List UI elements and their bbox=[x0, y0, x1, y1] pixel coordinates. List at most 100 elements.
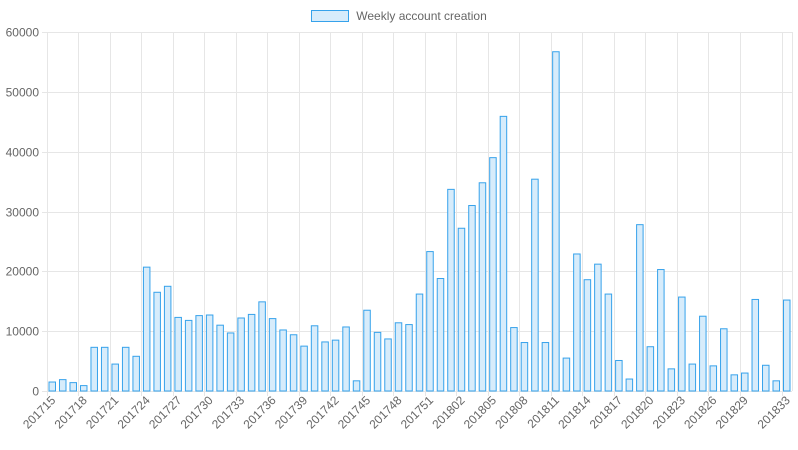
bar-201731[interactable] bbox=[216, 324, 224, 392]
x-tick-label: 201721 bbox=[83, 393, 121, 431]
bar-201739[interactable] bbox=[300, 345, 308, 392]
bar-201821[interactable] bbox=[657, 269, 665, 392]
bar-201727[interactable] bbox=[174, 316, 182, 392]
bars bbox=[48, 51, 791, 392]
bar-201832[interactable] bbox=[772, 380, 781, 392]
bar-201715[interactable] bbox=[48, 381, 56, 392]
bar-201735[interactable] bbox=[258, 301, 266, 392]
bar-201831[interactable] bbox=[762, 364, 770, 392]
bar-201730[interactable] bbox=[205, 314, 214, 392]
bar-201751[interactable] bbox=[426, 251, 434, 392]
x-tick-label: 201820 bbox=[618, 393, 656, 431]
x-tick-label: 201802 bbox=[429, 393, 467, 431]
bar-201824[interactable] bbox=[688, 363, 697, 392]
bar-201720[interactable] bbox=[100, 346, 109, 392]
bar-201752[interactable] bbox=[436, 278, 445, 392]
bar-201825[interactable] bbox=[699, 315, 707, 392]
bar-201816[interactable] bbox=[604, 293, 613, 392]
legend-label[interactable]: Weekly account creation bbox=[356, 9, 487, 23]
x-tick-label: 201736 bbox=[241, 393, 279, 431]
x-tick-label: 201745 bbox=[335, 393, 373, 431]
bar-201728[interactable] bbox=[184, 319, 193, 392]
bar-201740[interactable] bbox=[310, 325, 319, 392]
bar-201733[interactable] bbox=[237, 317, 245, 392]
bar-201722[interactable] bbox=[121, 346, 130, 392]
x-tick-label: 201718 bbox=[52, 393, 90, 431]
y-tick-label: 30000 bbox=[6, 206, 40, 220]
bar-201822[interactable] bbox=[667, 368, 676, 392]
bar-201818[interactable] bbox=[625, 378, 634, 392]
bar-201723[interactable] bbox=[132, 355, 140, 392]
bar-201801[interactable] bbox=[447, 188, 455, 392]
grid-lines bbox=[42, 32, 793, 396]
bar-201833[interactable] bbox=[783, 299, 791, 392]
bar-201746[interactable] bbox=[373, 331, 382, 392]
y-tick-label: 50000 bbox=[6, 86, 40, 100]
bar-201805[interactable] bbox=[489, 157, 497, 392]
bar-201812[interactable] bbox=[562, 357, 571, 392]
bar-201815[interactable] bbox=[594, 263, 602, 392]
y-tick-label: 60000 bbox=[6, 26, 40, 40]
x-tick-label: 201739 bbox=[272, 393, 310, 431]
y-tick-label: 40000 bbox=[6, 146, 40, 160]
bar-201742[interactable] bbox=[331, 339, 340, 392]
bar-201804[interactable] bbox=[478, 182, 487, 392]
x-tick-label: 201814 bbox=[555, 393, 593, 431]
x-tick-label: 201833 bbox=[755, 393, 793, 431]
bar-201734[interactable] bbox=[247, 313, 256, 392]
bar-201813[interactable] bbox=[573, 253, 581, 392]
x-tick-label: 201823 bbox=[650, 393, 688, 431]
bar-201748[interactable] bbox=[394, 322, 403, 392]
x-tick-label: 201808 bbox=[492, 393, 530, 431]
x-tick-label: 201733 bbox=[209, 393, 247, 431]
bar-201750[interactable] bbox=[415, 293, 424, 392]
bar-201819[interactable] bbox=[636, 224, 644, 392]
x-tick-label: 201751 bbox=[398, 393, 436, 431]
bar-201806[interactable] bbox=[499, 115, 508, 392]
x-tick-label: 201724 bbox=[115, 393, 153, 431]
bar-201718[interactable] bbox=[79, 385, 88, 392]
bar-201741[interactable] bbox=[321, 341, 329, 392]
bar-201826[interactable] bbox=[709, 365, 718, 392]
bar-201809[interactable] bbox=[531, 178, 539, 392]
bar-201814[interactable] bbox=[583, 279, 592, 392]
bar-201745[interactable] bbox=[363, 309, 371, 392]
bar-201810[interactable] bbox=[541, 342, 550, 392]
bar-201830[interactable] bbox=[751, 298, 760, 392]
bar-201725[interactable] bbox=[153, 291, 161, 392]
bar-201749[interactable] bbox=[405, 324, 413, 392]
bar-201802[interactable] bbox=[457, 227, 466, 392]
bar-201736[interactable] bbox=[268, 318, 277, 392]
bar-201817[interactable] bbox=[615, 359, 623, 392]
x-tick-label: 201811 bbox=[524, 393, 562, 431]
bar-201827[interactable] bbox=[720, 328, 728, 392]
legend-swatch[interactable] bbox=[311, 10, 350, 22]
bar-201724[interactable] bbox=[142, 266, 151, 392]
y-tick-label: 20000 bbox=[6, 265, 40, 279]
bar-201729[interactable] bbox=[195, 315, 203, 392]
bar-201744[interactable] bbox=[352, 380, 361, 392]
x-tick-label: 201727 bbox=[146, 393, 184, 431]
bar-201726[interactable] bbox=[163, 285, 172, 392]
y-tick-label: 0 bbox=[32, 385, 39, 399]
legend[interactable]: Weekly account creation bbox=[0, 8, 798, 24]
bar-201743[interactable] bbox=[342, 326, 350, 392]
bar-201823[interactable] bbox=[678, 296, 686, 392]
bar-201811[interactable] bbox=[552, 51, 560, 392]
x-tick-label: 201748 bbox=[366, 393, 404, 431]
bar-201828[interactable] bbox=[730, 374, 739, 392]
bar-201820[interactable] bbox=[646, 346, 655, 392]
bar-201719[interactable] bbox=[90, 346, 98, 392]
bar-201732[interactable] bbox=[226, 332, 235, 392]
bar-201721[interactable] bbox=[111, 363, 119, 392]
bar-201737[interactable] bbox=[279, 329, 287, 392]
bar-201808[interactable] bbox=[520, 342, 529, 392]
bar-201829[interactable] bbox=[741, 372, 749, 392]
x-tick-label: 201715 bbox=[20, 393, 58, 431]
bar-201747[interactable] bbox=[384, 338, 392, 392]
bar-201716[interactable] bbox=[58, 379, 67, 392]
bar-201803[interactable] bbox=[468, 205, 476, 392]
bar-201738[interactable] bbox=[289, 334, 298, 392]
bar-201807[interactable] bbox=[510, 327, 518, 392]
bar-201717[interactable] bbox=[69, 382, 77, 392]
